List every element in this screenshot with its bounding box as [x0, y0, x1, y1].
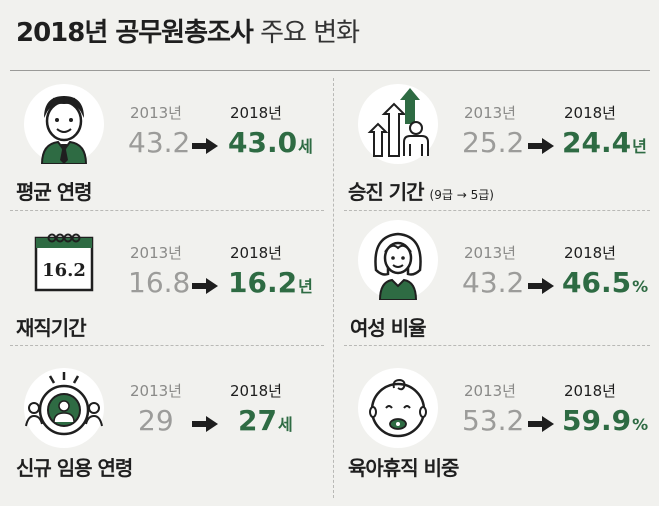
row-divider [10, 345, 324, 346]
stat-label: 평균 연령 [16, 180, 93, 204]
year-2013: 2013년 [464, 244, 516, 262]
stat-label-text: 승진 기간 [348, 180, 425, 204]
stat-tenure: 16.2 재직기간 2013년 2018년 16.8 16.2년 [0, 212, 320, 350]
value-2013: 25.2 [462, 126, 525, 159]
year-2013: 2013년 [130, 244, 182, 262]
calendar-icon: 16.2 [24, 218, 104, 298]
year-2018: 2018년 [230, 104, 282, 122]
stat-label: 여성 비율 [350, 316, 427, 340]
stat-label: 승진 기간 (9급 → 5급) [348, 176, 494, 205]
title-sub: 주요 변화 [260, 18, 360, 48]
target-person-icon [24, 368, 104, 448]
value-unit: 년 [298, 277, 313, 296]
value-unit: 년 [632, 137, 647, 156]
infographic-title: 2018년 공무원총조사 주요 변화 [16, 12, 360, 49]
value-2018-number: 24.4 [562, 126, 632, 159]
value-unit: 세 [298, 137, 313, 156]
year-2013: 2013년 [464, 104, 516, 122]
right-arrow-icon [528, 138, 554, 154]
year-2018: 2018년 [230, 382, 282, 400]
title-divider [10, 70, 650, 71]
value-2018: 46.5% [562, 266, 648, 299]
year-2013: 2013년 [464, 382, 516, 400]
value-2018-number: 59.9 [562, 404, 632, 437]
right-arrow-icon [528, 416, 554, 432]
stat-female-ratio: 여성 비율 2013년 2018년 43.2 46.5% [334, 212, 654, 350]
baby-face-icon [358, 368, 438, 448]
value-2018-number: 16.2 [228, 266, 298, 299]
stat-promotion-period: 승진 기간 (9급 → 5급) 2013년 2018년 25.2 24.4년 [334, 74, 654, 212]
right-arrow-icon [192, 138, 218, 154]
right-arrow-icon [192, 278, 218, 294]
value-unit: 세 [277, 415, 293, 434]
column-divider [333, 78, 334, 498]
value-2018: 16.2년 [228, 266, 313, 299]
value-2018-number: 27 [238, 404, 277, 437]
value-2018-number: 46.5 [562, 266, 632, 299]
woman-icon [358, 220, 438, 300]
value-2018: 43.0세 [228, 126, 313, 159]
value-2018: 24.4년 [562, 126, 647, 159]
row-divider [10, 210, 324, 211]
value-2013: 29 [138, 404, 174, 437]
growth-arrows-person-icon [358, 84, 438, 164]
value-2013: 43.2 [128, 126, 191, 159]
stat-label: 재직기간 [16, 316, 87, 340]
stat-label: 육아휴직 비중 [348, 456, 459, 480]
row-divider [344, 210, 650, 211]
stat-new-hire-age: 신규 임용 연령 2013년 2018년 29 27세 [0, 348, 320, 486]
value-2013: 53.2 [462, 404, 525, 437]
value-unit: % [632, 415, 649, 434]
calendar-number: 16.2 [42, 260, 86, 281]
value-2013: 16.8 [128, 266, 191, 299]
man-with-tie-icon [24, 84, 104, 164]
title-main: 2018년 공무원총조사 [16, 18, 254, 48]
stat-average-age: 평균 연령 2013년 2018년 43.2 43.0세 [0, 74, 320, 212]
row-divider [344, 345, 650, 346]
value-unit: % [632, 277, 649, 296]
year-2018: 2018년 [564, 244, 616, 262]
value-2013: 43.2 [462, 266, 525, 299]
year-2018: 2018년 [564, 104, 616, 122]
year-2018: 2018년 [230, 244, 282, 262]
year-2018: 2018년 [564, 382, 616, 400]
stat-label-note: (9급 → 5급) [429, 188, 494, 202]
value-2018: 27세 [238, 404, 293, 437]
value-2018-number: 43.0 [228, 126, 298, 159]
right-arrow-icon [192, 416, 218, 432]
stat-label: 신규 임용 연령 [16, 456, 133, 480]
value-2018: 59.9% [562, 404, 648, 437]
year-2013: 2013년 [130, 104, 182, 122]
year-2013: 2013년 [130, 382, 182, 400]
right-arrow-icon [528, 278, 554, 294]
stat-parental-leave-share: 육아휴직 비중 2013년 2018년 53.2 59.9% [334, 348, 654, 486]
